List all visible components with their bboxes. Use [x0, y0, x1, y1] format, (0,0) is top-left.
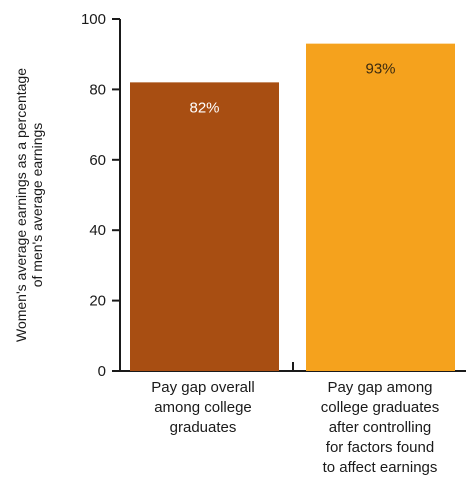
x-category-label-line: college graduates	[321, 399, 439, 416]
x-category-label-line: to affect earnings	[323, 459, 438, 476]
y-axis-label-line: of men's average earnings	[29, 123, 45, 288]
x-category-label-line: Pay gap among	[327, 379, 432, 396]
y-tick-label: 0	[98, 363, 106, 380]
y-tick-label: 80	[89, 81, 106, 98]
y-tick-label: 40	[89, 222, 106, 239]
bar-data-label: 82%	[189, 99, 219, 116]
x-category-label-line: among college	[154, 399, 252, 416]
y-axis-label-line: Women's average earnings as a percentage	[13, 68, 29, 342]
y-tick-label: 100	[81, 11, 106, 28]
bar	[306, 43, 455, 371]
x-category-label-line: graduates	[170, 419, 237, 436]
x-category-label-line: for factors found	[326, 439, 434, 456]
x-category-label-line: Pay gap overall	[151, 379, 254, 396]
bar-data-label: 93%	[365, 61, 395, 78]
y-tick-label: 20	[89, 293, 106, 310]
bar	[130, 82, 279, 372]
y-tick-label: 60	[89, 152, 106, 169]
x-category-label-line: after controlling	[329, 419, 432, 436]
